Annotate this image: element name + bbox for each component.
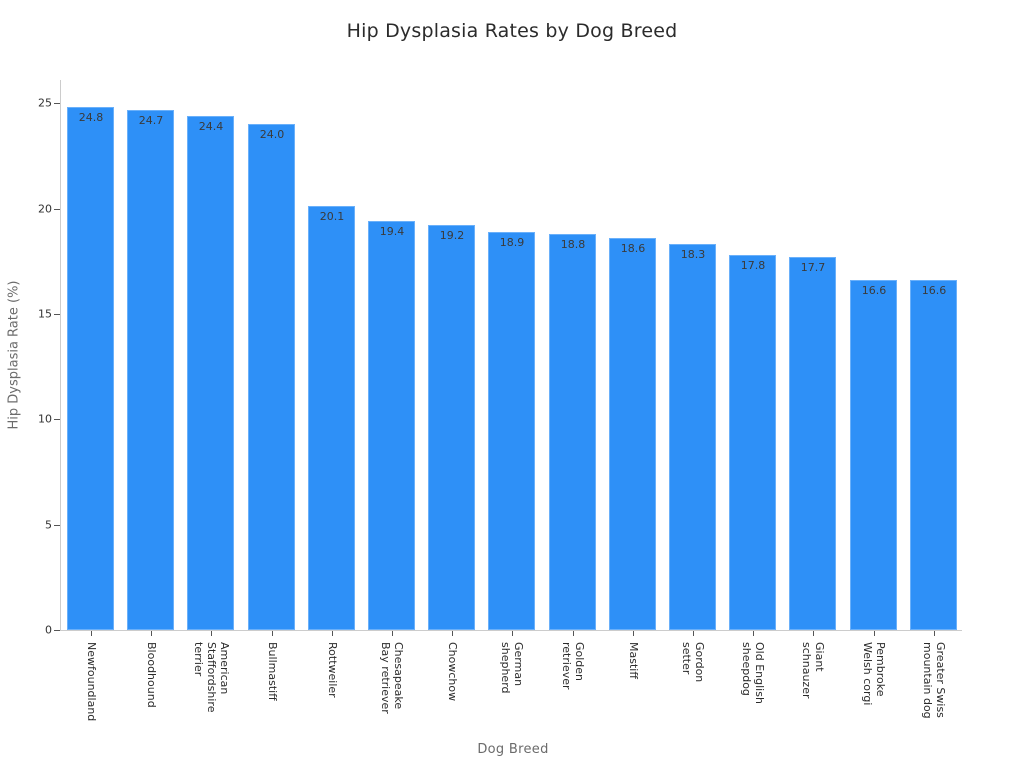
bar-value-label: 18.6	[620, 242, 646, 255]
bar	[609, 238, 656, 630]
x-tick-label: Chowchow	[446, 642, 459, 702]
y-tick-label: 25	[38, 96, 52, 110]
x-tick	[934, 631, 935, 636]
y-axis-line	[60, 80, 61, 630]
bar	[549, 234, 596, 630]
x-tick	[452, 631, 453, 636]
x-tick	[392, 631, 393, 636]
y-tick	[54, 419, 60, 420]
bar	[910, 280, 957, 630]
bar-value-label: 16.6	[861, 284, 887, 297]
bar-value-label: 17.7	[800, 261, 826, 274]
bar	[127, 110, 174, 630]
y-tick-label: 20	[38, 202, 52, 216]
bar-value-label: 24.4	[198, 120, 224, 133]
x-tick	[633, 631, 634, 636]
y-tick-label: 10	[38, 412, 52, 426]
x-tick-label: German shepherd	[499, 642, 525, 694]
x-axis-line	[60, 630, 962, 631]
bar	[488, 232, 535, 630]
bar	[187, 116, 234, 630]
y-tick-label: 0	[45, 623, 52, 637]
x-axis-label: Dog Breed	[477, 742, 549, 757]
y-tick	[54, 314, 60, 315]
bar-value-label: 16.6	[921, 284, 947, 297]
x-tick-label: Chesapeake Bay retriever	[379, 642, 405, 714]
bar	[308, 206, 355, 630]
y-tick-label: 5	[45, 518, 52, 532]
bar	[669, 244, 716, 630]
bar-value-label: 18.3	[680, 248, 706, 261]
x-tick-label: Gordon setter	[680, 642, 706, 683]
y-tick	[54, 525, 60, 526]
x-tick-label: Bloodhound	[145, 642, 158, 708]
bar-value-label: 19.2	[439, 229, 465, 242]
x-tick	[512, 631, 513, 636]
chart-title: Hip Dysplasia Rates by Dog Breed	[346, 20, 678, 42]
bar	[729, 255, 776, 630]
x-tick	[693, 631, 694, 636]
x-tick	[91, 631, 92, 636]
bar	[850, 280, 897, 630]
x-tick-label: Newfoundland	[85, 642, 98, 722]
bar-value-label: 18.8	[560, 238, 586, 251]
y-tick	[54, 103, 60, 104]
x-tick	[332, 631, 333, 636]
bar	[789, 257, 836, 630]
x-tick	[151, 631, 152, 636]
x-tick-label: Giant schnauzer	[800, 642, 826, 699]
bar	[428, 225, 475, 630]
y-tick	[54, 630, 60, 631]
x-tick	[573, 631, 574, 636]
bar-value-label: 24.8	[78, 111, 104, 124]
bar-value-label: 19.4	[379, 225, 405, 238]
x-tick-label: Mastiff	[627, 642, 640, 679]
x-tick-label: Bullmastiff	[266, 642, 279, 701]
bar-value-label: 24.0	[259, 128, 285, 141]
bar	[368, 221, 415, 630]
bar-value-label: 18.9	[499, 236, 525, 249]
bar-value-label: 24.7	[138, 114, 164, 127]
x-tick-label: American Staffordshire terrier	[192, 642, 231, 713]
x-tick-label: Golden retriever	[560, 642, 586, 690]
bar-value-label: 20.1	[319, 210, 345, 223]
bar-value-label: 17.8	[740, 259, 766, 272]
x-tick	[211, 631, 212, 636]
x-tick-label: Pembroke Welsh corgi	[861, 642, 887, 706]
x-tick	[272, 631, 273, 636]
y-tick	[54, 209, 60, 210]
bar	[67, 107, 114, 630]
bar	[248, 124, 295, 630]
x-tick-label: Rottweiler	[326, 642, 339, 698]
x-tick	[874, 631, 875, 636]
x-tick-label: Old English sheepdog	[740, 642, 766, 704]
y-tick-label: 15	[38, 307, 52, 321]
x-tick-label: Greater Swiss mountain dog	[921, 642, 947, 719]
x-tick	[753, 631, 754, 636]
x-tick	[813, 631, 814, 636]
